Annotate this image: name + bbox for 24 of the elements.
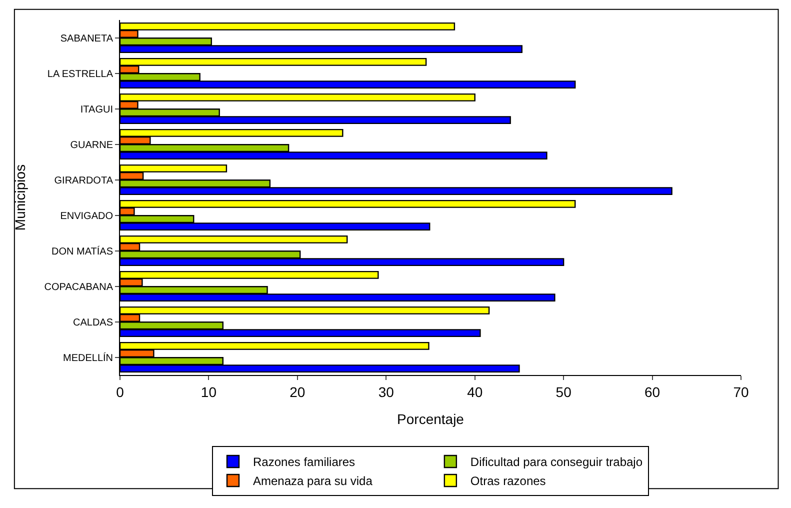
legend-label: Amenaza para su vida <box>253 474 373 488</box>
y-tick-label: GIRARDOTA <box>54 175 114 186</box>
y-tick-label: CALDAS <box>72 317 114 328</box>
x-tick-label: 40 <box>467 384 483 400</box>
y-tick-label: DON MATÍAS <box>52 245 114 258</box>
y-tick-label: GUARNE <box>70 140 114 151</box>
x-tick-label: 30 <box>378 384 394 400</box>
legend-label: Dificultad para conseguir trabajo <box>470 455 643 470</box>
x-tick-label: 70 <box>733 384 749 400</box>
x-axis-title: Porcentaje <box>397 411 464 428</box>
x-tick-label: 0 <box>116 384 124 400</box>
legend-label: Otras razones <box>470 474 546 488</box>
y-axis-title: Municipios <box>12 164 28 231</box>
y-tick-label: SABANETA <box>60 33 114 44</box>
y-tick-label: MEDELLÍN <box>62 352 113 364</box>
y-tick-label: ENVIGADO <box>60 210 114 222</box>
x-tick-label: 60 <box>644 384 660 400</box>
x-tick-label: 50 <box>556 384 572 400</box>
y-tick-label: COPACABANA <box>44 282 114 293</box>
legend-label: Razones familiares <box>253 455 356 470</box>
y-tick-label: ITAGUI <box>80 104 113 116</box>
y-tick-label: LA ESTRELLA <box>47 68 114 80</box>
x-tick-label: 10 <box>200 384 217 400</box>
x-tick-label: 20 <box>290 384 306 400</box>
